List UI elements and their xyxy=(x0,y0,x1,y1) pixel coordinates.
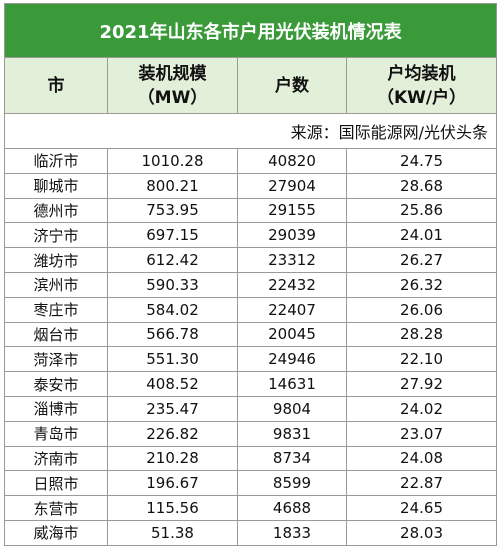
header-text: 装机规模 xyxy=(138,63,207,84)
table-cell: 23312 xyxy=(237,247,347,273)
table-cell: 28.03 xyxy=(345,519,498,546)
table-cell: 196.67 xyxy=(107,470,238,497)
table-cell: 26.06 xyxy=(345,296,498,323)
table-cell: 潍坊市 xyxy=(4,247,108,273)
table-cell: 24.75 xyxy=(345,148,498,174)
data-row: 泰安市 408.52 14631 27.92 xyxy=(4,371,498,397)
table-cell: 4688 xyxy=(237,495,347,521)
table-cell: 1833 xyxy=(237,519,347,546)
table-cell: 8734 xyxy=(237,445,347,472)
table-cell: 753.95 xyxy=(107,197,238,224)
table-cell: 德州市 xyxy=(4,197,108,224)
table-cell: 29039 xyxy=(237,222,347,249)
table-cell: 济宁市 xyxy=(4,222,108,249)
table-cell: 566.78 xyxy=(107,321,238,348)
table-cell: 东营市 xyxy=(4,495,108,521)
table-cell: 9804 xyxy=(237,395,347,422)
data-row: 济南市 210.28 8734 24.08 xyxy=(4,445,498,472)
source-note: 来源：国际能源网/光伏头条 xyxy=(3,113,498,149)
table-cell: 24.01 xyxy=(345,222,498,249)
table-cell: 51.38 xyxy=(107,519,238,546)
table-title: 2021年山东各市户用光伏装机情况表 xyxy=(3,3,498,58)
header-text: （MW） xyxy=(137,87,208,108)
table-cell: 22432 xyxy=(237,271,347,298)
table-cell: 24.65 xyxy=(345,495,498,521)
table-cell: 408.52 xyxy=(107,371,238,397)
table-cell: 20045 xyxy=(237,321,347,348)
table-cell: 235.47 xyxy=(107,395,238,422)
table-cell: 40820 xyxy=(237,148,347,174)
data-row: 威海市 51.38 1833 28.03 xyxy=(4,519,498,546)
table-cell: 28.28 xyxy=(345,321,498,348)
data-row: 日照市 196.67 8599 22.87 xyxy=(4,470,498,497)
table-cell: 聊城市 xyxy=(4,172,108,199)
data-row: 东营市 115.56 4688 24.65 xyxy=(4,495,498,521)
source-row: 来源：国际能源网/光伏头条 xyxy=(3,113,498,149)
table-cell: 14631 xyxy=(237,371,347,397)
table-cell: 800.21 xyxy=(107,172,238,199)
table-cell: 697.15 xyxy=(107,222,238,249)
table-cell: 威海市 xyxy=(4,519,108,546)
table-cell: 24946 xyxy=(237,346,347,373)
data-row: 济宁市 697.15 29039 24.01 xyxy=(4,222,498,249)
table-cell: 8599 xyxy=(237,470,347,497)
table-cell: 551.30 xyxy=(107,346,238,373)
table-cell: 临沂市 xyxy=(4,148,108,174)
table-cell: 28.68 xyxy=(345,172,498,199)
table-cell: 210.28 xyxy=(107,445,238,472)
table-cell: 菏泽市 xyxy=(4,346,108,373)
table-cell: 日照市 xyxy=(4,470,108,497)
data-row: 枣庄市 584.02 22407 26.06 xyxy=(4,296,498,323)
header-cell: 市 xyxy=(4,57,108,114)
table-cell: 24.08 xyxy=(345,445,498,472)
table-cell: 27904 xyxy=(237,172,347,199)
table-cell: 22.10 xyxy=(345,346,498,373)
header-cell: 装机规模 （MW） xyxy=(107,57,238,114)
table-cell: 226.82 xyxy=(107,420,238,447)
table-cell: 27.92 xyxy=(345,371,498,397)
table-cell: 24.02 xyxy=(345,395,498,422)
header-cell: 户均装机 （KW/户） xyxy=(345,57,498,114)
data-row: 德州市 753.95 29155 25.86 xyxy=(4,197,498,224)
header-text: （KW/户） xyxy=(376,87,467,108)
table-cell: 590.33 xyxy=(107,271,238,298)
header-text: 户均装机 xyxy=(387,63,456,84)
table-cell: 26.32 xyxy=(345,271,498,298)
table-cell: 烟台市 xyxy=(4,321,108,348)
table-cell: 115.56 xyxy=(107,495,238,521)
data-row: 聊城市 800.21 27904 28.68 xyxy=(4,172,498,199)
table-cell: 25.86 xyxy=(345,197,498,224)
data-row: 青岛市 226.82 9831 23.07 xyxy=(4,420,498,447)
data-row: 淄博市 235.47 9804 24.02 xyxy=(4,395,498,422)
header-text: 户数 xyxy=(275,75,309,96)
data-row: 烟台市 566.78 20045 28.28 xyxy=(4,321,498,348)
table-cell: 1010.28 xyxy=(107,148,238,174)
table-cell: 淄博市 xyxy=(4,395,108,422)
table-cell: 22.87 xyxy=(345,470,498,497)
table-cell: 青岛市 xyxy=(4,420,108,447)
header-text: 市 xyxy=(47,75,65,96)
header-row: 市 装机规模 （MW） 户数 户均装机 （KW/户） xyxy=(4,57,498,114)
data-row: 潍坊市 612.42 23312 26.27 xyxy=(4,247,498,273)
table-cell: 26.27 xyxy=(345,247,498,273)
header-cell: 户数 xyxy=(237,57,347,114)
data-row: 滨州市 590.33 22432 26.32 xyxy=(4,271,498,298)
table-cell: 泰安市 xyxy=(4,371,108,397)
table-cell: 济南市 xyxy=(4,445,108,472)
table-cell: 22407 xyxy=(237,296,347,323)
table-cell: 滨州市 xyxy=(4,271,108,298)
data-row: 临沂市 1010.28 40820 24.75 xyxy=(4,148,498,174)
table-cell: 9831 xyxy=(237,420,347,447)
table-cell: 612.42 xyxy=(107,247,238,273)
data-row: 菏泽市 551.30 24946 22.10 xyxy=(4,346,498,373)
table-cell: 29155 xyxy=(237,197,347,224)
table-cell: 23.07 xyxy=(345,420,498,447)
data-table: 2021年山东各市户用光伏装机情况表 市 装机规模 （MW） 户数 户均装机 （KW/户）… xyxy=(3,3,498,546)
table-cell: 584.02 xyxy=(107,296,238,323)
table-cell: 枣庄市 xyxy=(4,296,108,323)
